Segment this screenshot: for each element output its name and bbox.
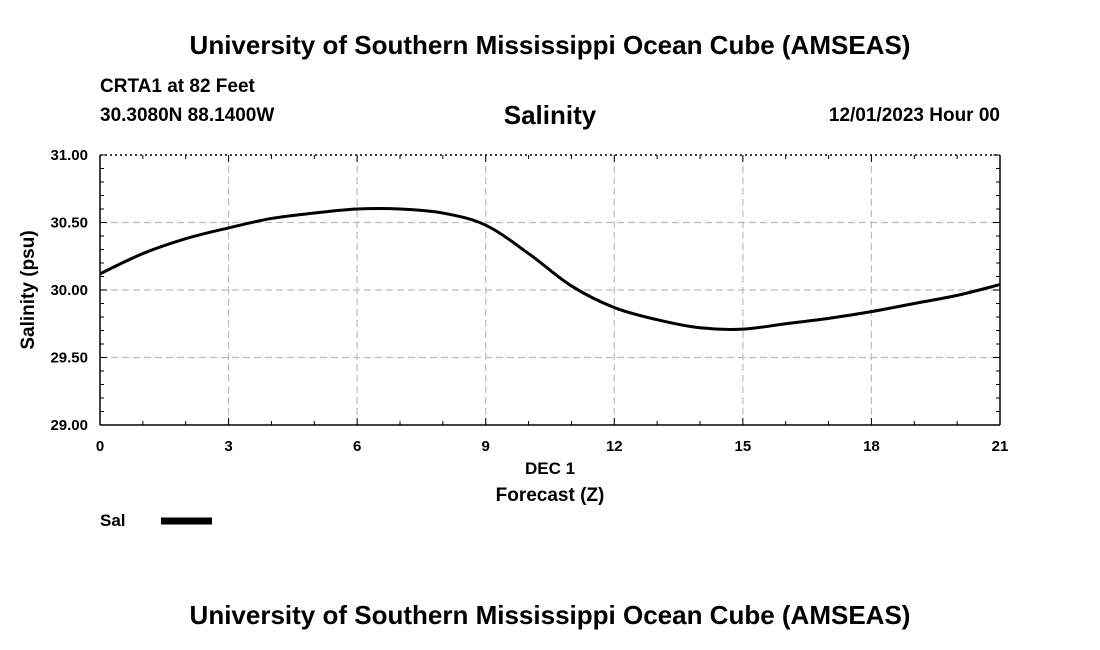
x-tick-label: 18 [863, 438, 880, 455]
y-tick-label: 30.00 [50, 282, 88, 299]
station-label: CRTA1 at 82 Feet [100, 76, 255, 97]
chart-legend: Sal [100, 511, 212, 530]
y-axis-label: Salinity (psu) [18, 230, 39, 349]
y-tick-label: 30.50 [50, 215, 88, 232]
x-axis-label: Forecast (Z) [496, 485, 605, 506]
chart-title: Salinity [503, 100, 597, 130]
x-tick-label: 21 [992, 438, 1009, 455]
chart-series [99, 206, 1001, 331]
footer-title: University of Southern Mississippi Ocean… [189, 600, 911, 630]
x-tick-label: 6 [353, 438, 361, 455]
page-title: University of Southern Mississippi Ocean… [189, 30, 911, 60]
x-tick-label: 3 [224, 438, 232, 455]
chart-labels: 0 3 6 9 12 15 18 21 29.00 29.50 30.00 30.50 31.00 DEC… [18, 147, 1008, 506]
x-tick-label: 12 [606, 438, 623, 455]
series-line-sal [99, 206, 1001, 331]
x-tick-label: 15 [735, 438, 752, 455]
chart-axes [99, 154, 1001, 426]
chart-grid [100, 155, 1000, 425]
y-tick-label: 29.50 [50, 350, 88, 367]
x-axis-date-label: DEC 1 [525, 459, 575, 478]
station-coords: 30.3080N 88.1400W [100, 105, 275, 126]
x-tick-label: 9 [482, 438, 490, 455]
y-tick-label: 31.00 [50, 147, 88, 164]
y-tick-label: 29.00 [50, 417, 88, 434]
forecast-datetime: 12/01/2023 Hour 00 [828, 105, 1000, 126]
legend-label: Sal [100, 511, 126, 530]
x-tick-label: 0 [96, 438, 104, 455]
